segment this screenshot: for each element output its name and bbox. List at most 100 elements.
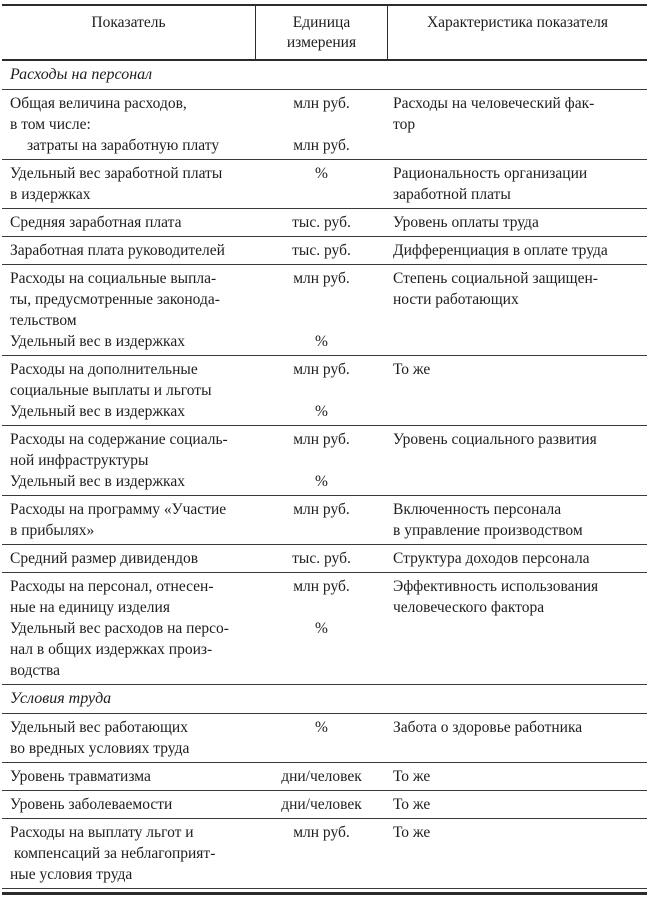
characteristic-cell: Степень социальной защищен- ности работа… — [393, 270, 598, 308]
table-row: Расходы на персонал, отнесен- ные на еди… — [2, 573, 647, 685]
characteristic-cell: Рациональность организации заработной пл… — [393, 165, 588, 203]
row-left-columns: Расходы на выплату льгот и компенсаций з… — [2, 822, 388, 885]
row-segment: Уровень заболеваемости дни/человек — [2, 794, 388, 815]
row-left-columns: Средняя заработная плата тыс. руб. — [2, 212, 388, 233]
indicator-name-cell: Удельный вес в издержках — [10, 473, 185, 490]
table-row: Заработная плата руководителей тыс. руб. Д… — [2, 237, 647, 265]
table-row: Расходы на программу «Участие в прибылях… — [2, 496, 647, 545]
unit-cell: тыс. руб. — [292, 242, 351, 259]
indicator-name-cell: Расходы на персонал, отнесен- ные на еди… — [10, 578, 214, 616]
indicator-name-cell: Расходы на социальные выпла- ты, предусм… — [10, 270, 220, 329]
row-segment: Удельный вес работающих во вредных услов… — [2, 717, 388, 759]
table-row: Расходы на дополнительные социальные вып… — [2, 356, 647, 426]
unit-cell: тыс. руб. — [292, 214, 351, 231]
indicator-table: Показатель Единица измерения Характерист… — [2, 4, 647, 895]
indicator-name-cell: Удельный вес расходов на персо- нал в об… — [10, 620, 229, 679]
table-row: Уровень травматизма дни/человек То же — [2, 763, 647, 791]
row-segment: Уровень травматизма дни/человек — [2, 766, 388, 787]
characteristic-cell: Эффективность использования человеческог… — [393, 578, 599, 616]
row-segment: Заработная плата руководителей тыс. руб. — [2, 240, 388, 261]
table-row: Расходы на содержание социаль- ной инфра… — [2, 426, 647, 496]
table-row: Расходы на социальные выпла- ты, предусм… — [2, 265, 647, 356]
section-header-row: Условия труда — [2, 685, 647, 714]
unit-cell: тыс. руб. — [292, 550, 351, 567]
indicator-name-cell: затраты на заработную плату — [27, 137, 220, 154]
row-left-columns: Уровень заболеваемости дни/человек — [2, 794, 388, 815]
indicator-name-cell: Удельный вес в издержках — [10, 333, 185, 350]
indicator-name-cell: Расходы на содержание социаль- ной инфра… — [10, 431, 228, 469]
table-body: Расходы на персонал Общая величина расход… — [2, 61, 647, 889]
row-left-columns: Расходы на социальные выпла- ты, предусм… — [2, 268, 388, 352]
unit-cell: млн руб. — [293, 270, 350, 287]
row-segment: Удельный вес в издержках% — [2, 471, 388, 492]
characteristic-cell: Включенность персонала в управление прои… — [393, 501, 583, 539]
row-segment: Общая величина расходов, в том числе: млн… — [2, 93, 388, 135]
section-header-row: Расходы на персонал — [2, 61, 647, 90]
table-row: Уровень заболеваемости дни/человек То же — [2, 791, 647, 819]
indicator-name-cell: Удельный вес работающих во вредных услов… — [10, 719, 190, 757]
indicator-name-cell: Расходы на программу «Участие в прибылях… — [10, 501, 227, 539]
header-cell-unit: Единица измерения — [255, 6, 388, 59]
row-left-columns: Расходы на программу «Участие в прибылях… — [2, 499, 388, 541]
characteristic-cell: Структура доходов персонала — [393, 550, 590, 567]
table-row: Удельный вес работающих во вредных услов… — [2, 714, 647, 763]
row-segment: Расходы на дополнительные социальные вып… — [2, 359, 388, 401]
row-left-columns: Расходы на дополнительные социальные вып… — [2, 359, 388, 422]
characteristic-cell: Расходы на человеческий фак- тор — [393, 95, 595, 133]
row-segment: Удельный вес заработной платы в издержка… — [2, 163, 388, 205]
unit-cell: дни/человек — [281, 768, 362, 785]
indicator-name-cell: Удельный вес заработной платы в издержка… — [10, 165, 223, 203]
row-segment: Средняя заработная плата тыс. руб. — [2, 212, 388, 233]
table-row: Общая величина расходов, в том числе: млн… — [2, 90, 647, 160]
table-row: Средняя заработная плата тыс. руб. Уровень… — [2, 209, 647, 237]
header-cell-indicator: Показатель — [91, 14, 166, 31]
characteristic-cell: Забота о здоровье работника — [393, 719, 583, 736]
characteristic-cell: То же — [393, 768, 431, 785]
characteristic-cell: Уровень оплаты труда — [393, 214, 539, 231]
unit-cell: млн руб. — [293, 361, 350, 378]
indicator-name-cell: Расходы на выплату льгот и компенсаций з… — [10, 824, 216, 883]
unit-cell: дни/человек — [281, 796, 362, 813]
unit-cell: % — [315, 473, 328, 490]
row-segment: затраты на заработную плату млн руб. — [2, 135, 388, 156]
characteristic-cell: То же — [393, 796, 431, 813]
table-row: Удельный вес заработной платы в издержка… — [2, 160, 647, 209]
row-segment: Расходы на выплату льгот и компенсаций з… — [2, 822, 388, 885]
indicator-name-cell: Заработная плата руководителей — [10, 242, 225, 259]
characteristic-cell: Уровень социального развития — [393, 431, 597, 448]
row-left-columns: Заработная плата руководителей тыс. руб. — [2, 240, 388, 261]
row-segment: Расходы на программу «Участие в прибылях… — [2, 499, 388, 541]
row-segment: Удельный вес расходов на персо- нал в об… — [2, 618, 388, 681]
header-cell-characteristic: Характеристика показателя — [426, 14, 609, 31]
row-left-columns: Средний размер дивидендов тыс. руб. — [2, 548, 388, 569]
row-left-columns: Расходы на содержание социаль- ной инфра… — [2, 429, 388, 492]
row-segment: Удельный вес в издержках% — [2, 401, 388, 422]
row-left-columns: Общая величина расходов, в том числе: млн… — [2, 93, 388, 156]
indicator-name-cell: Средний размер дивидендов — [10, 550, 199, 567]
unit-cell: млн руб. — [293, 431, 350, 448]
characteristic-cell: То же — [393, 361, 431, 378]
table-header: Показатель Единица измерения Характерист… — [2, 4, 647, 61]
unit-cell: млн руб. — [293, 95, 350, 112]
unit-cell: млн руб. — [293, 501, 350, 518]
row-segment: Расходы на персонал, отнесен- ные на еди… — [2, 576, 388, 618]
unit-cell: % — [315, 333, 328, 350]
row-segment: Расходы на содержание социаль- ной инфра… — [2, 429, 388, 471]
indicator-name-cell: Общая величина расходов, в том числе: — [10, 95, 187, 133]
unit-cell: % — [315, 165, 328, 182]
indicator-name-cell: Уровень заболеваемости — [10, 796, 173, 813]
indicator-name-cell: Расходы на дополнительные социальные вып… — [10, 361, 212, 399]
row-left-columns: Удельный вес работающих во вредных услов… — [2, 717, 388, 759]
unit-cell: % — [315, 719, 328, 736]
indicator-name-cell: Средняя заработная плата — [10, 214, 182, 231]
table-row: Средний размер дивидендов тыс. руб. Структ… — [2, 545, 647, 573]
table-bottom-rule — [2, 892, 647, 895]
row-left-columns: Уровень травматизма дни/человек — [2, 766, 388, 787]
unit-cell: млн руб. — [293, 137, 350, 154]
unit-cell: % — [315, 403, 328, 420]
unit-cell: % — [315, 620, 328, 637]
indicator-name-cell: Удельный вес в издержках — [10, 403, 185, 420]
row-segment: Средний размер дивидендов тыс. руб. — [2, 548, 388, 569]
row-segment: Расходы на социальные выпла- ты, предусм… — [2, 268, 388, 331]
